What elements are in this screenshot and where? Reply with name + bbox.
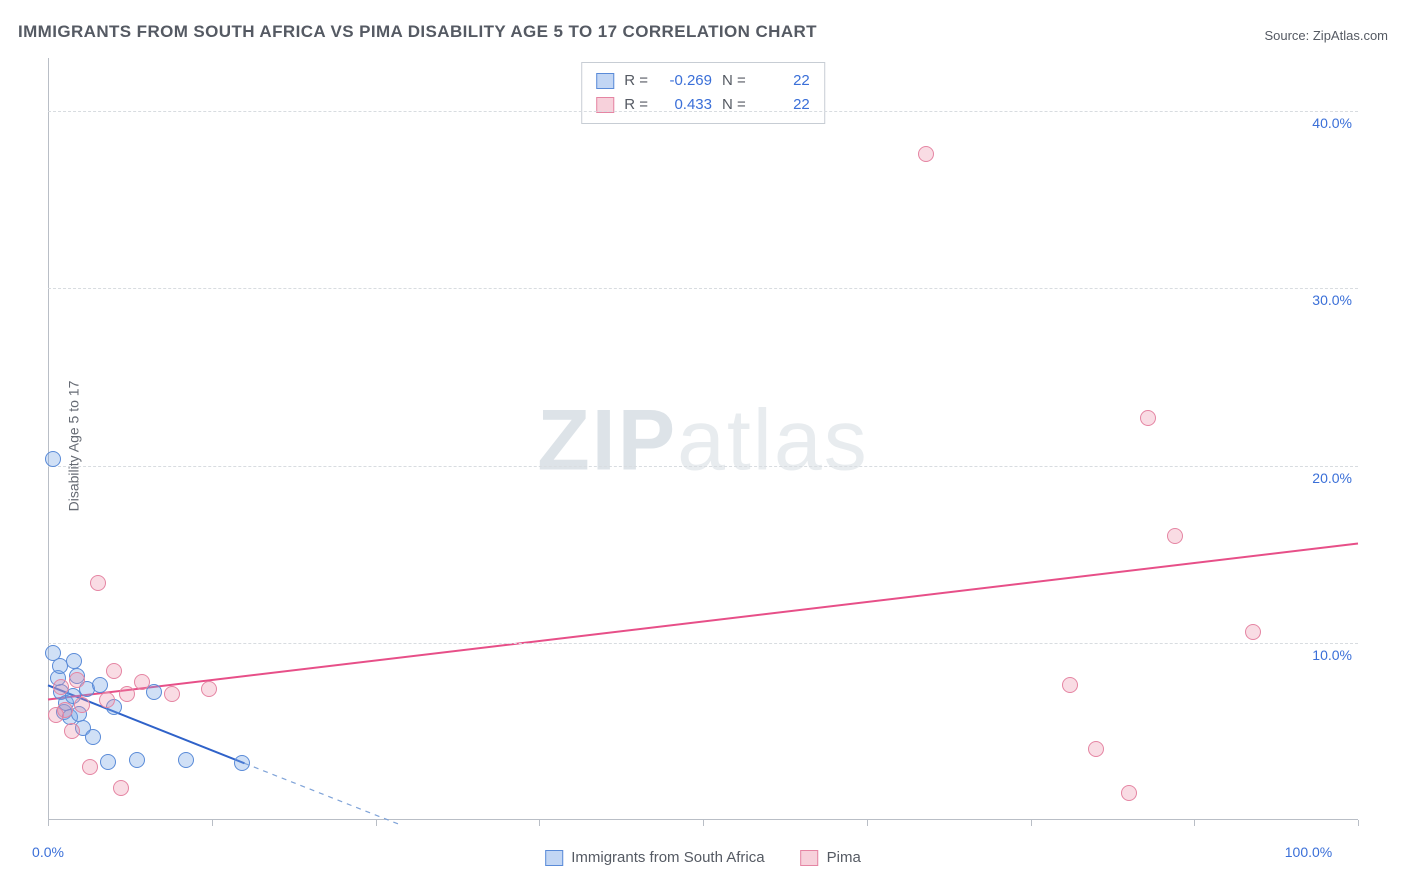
point-pink [64,723,80,739]
point-blue [129,752,145,768]
point-pink [1062,677,1078,693]
y-tick-label: 10.0% [1312,647,1352,663]
x-tick [1194,820,1195,826]
point-blue [85,729,101,745]
point-blue [100,754,116,770]
y-tick-label: 20.0% [1312,470,1352,486]
stats-n-label: N = [722,69,746,93]
point-pink [57,702,73,718]
point-pink [918,146,934,162]
grid-line [48,466,1358,467]
x-tick [703,820,704,826]
point-pink [201,681,217,697]
x-tick [867,820,868,826]
legend-item-pink: Pima [801,849,861,866]
point-blue [66,653,82,669]
point-pink [1088,741,1104,757]
x-tick [376,820,377,826]
x-tick [48,820,49,826]
stats-n-pink: 22 [756,93,810,117]
point-pink [74,697,90,713]
stats-row-blue: R = -0.269 N = 22 [596,69,810,93]
bottom-legend: Immigrants from South Africa Pima [545,849,861,866]
point-blue [45,451,61,467]
x-tick-max: 100.0% [1285,844,1332,860]
swatch-blue-icon [596,73,614,89]
trend-lines [48,58,1358,820]
y-tick-label: 40.0% [1312,115,1352,131]
swatch-blue-icon [545,850,563,866]
point-pink [106,663,122,679]
point-pink [113,780,129,796]
stats-r-pink: 0.433 [658,93,712,117]
point-pink [1245,624,1261,640]
point-blue [178,752,194,768]
stats-r-label: R = [624,93,648,117]
x-tick [212,820,213,826]
point-pink [119,686,135,702]
grid-line [48,288,1358,289]
stats-n-label: N = [722,93,746,117]
stats-r-blue: -0.269 [658,69,712,93]
x-tick-min: 0.0% [32,844,64,860]
point-pink [1167,528,1183,544]
point-pink [134,674,150,690]
legend-label-blue: Immigrants from South Africa [571,849,764,866]
source-label: Source: ZipAtlas.com [1264,28,1388,43]
stats-r-label: R = [624,69,648,93]
x-tick [1358,820,1359,826]
point-pink [1121,785,1137,801]
point-blue [234,755,250,771]
point-pink [90,575,106,591]
point-pink [69,672,85,688]
stats-n-blue: 22 [756,69,810,93]
legend-item-blue: Immigrants from South Africa [545,849,764,866]
stats-row-pink: R = 0.433 N = 22 [596,93,810,117]
swatch-pink-icon [801,850,819,866]
stats-legend: R = -0.269 N = 22 R = 0.433 N = 22 [581,62,825,124]
grid-line [48,111,1358,112]
point-pink [99,692,115,708]
plot-area: R = -0.269 N = 22 R = 0.433 N = 22 10.0%… [48,58,1358,820]
x-tick [1031,820,1032,826]
point-pink [1140,410,1156,426]
grid-line [48,643,1358,644]
y-tick-label: 30.0% [1312,292,1352,308]
point-pink [82,759,98,775]
legend-label-pink: Pima [827,849,861,866]
chart-title: IMMIGRANTS FROM SOUTH AFRICA VS PIMA DIS… [18,22,817,42]
x-tick [539,820,540,826]
point-pink [53,679,69,695]
point-pink [164,686,180,702]
